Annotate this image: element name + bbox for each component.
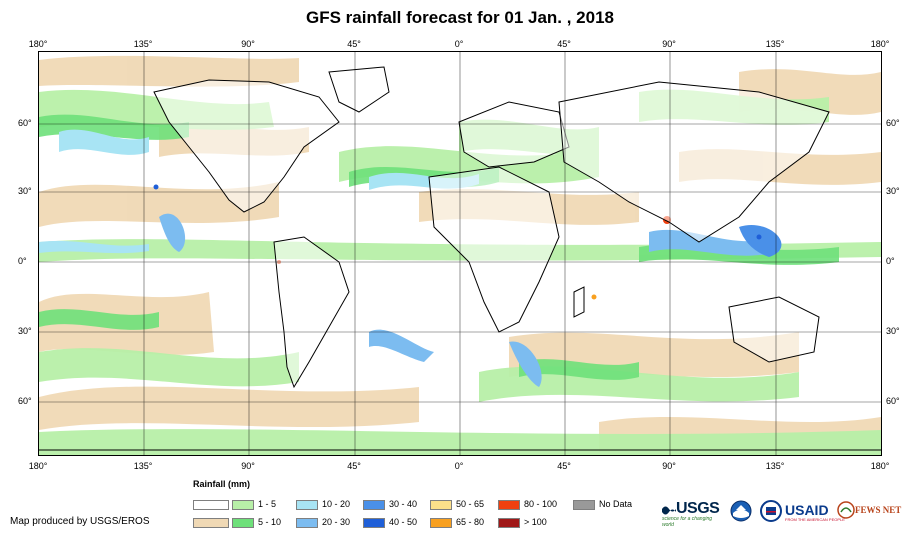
legend-label: 5 - 10	[258, 517, 282, 527]
lat-tick-right-2: 0°	[886, 256, 895, 266]
legend-label: 40 - 50	[389, 517, 418, 527]
lon-tick-top-4: 0°	[454, 39, 464, 49]
legend-label: > 100	[524, 517, 547, 527]
usaid-seal	[760, 500, 782, 527]
lon-tick-top-6: 90°	[662, 39, 676, 49]
lon-tick-top-7: 135°	[765, 39, 785, 49]
legend-item-11: > 100	[498, 517, 547, 528]
legend-swatch	[232, 517, 254, 528]
legend-label: 30 - 40	[389, 499, 418, 509]
lon-tick-top-5: 45°	[557, 39, 571, 49]
map-title: GFS rainfall forecast for 01 Jan. , 2018	[305, 8, 615, 27]
legend-label: No Data	[599, 499, 633, 509]
map-credit: Map produced by USGS/EROS	[10, 516, 150, 527]
lat-tick-left-3: 30°	[18, 326, 32, 336]
legend-swatch	[430, 517, 452, 528]
legend-swatch	[573, 499, 595, 510]
legend-swatch	[363, 517, 385, 528]
legend-swatch	[430, 499, 452, 510]
north-america	[153, 79, 340, 213]
asia	[558, 81, 830, 243]
usgs-tagline: science for a changing world	[662, 516, 713, 528]
legend-label: 10 - 20	[322, 499, 351, 509]
legend-item-2: 1 - 5	[232, 499, 276, 510]
lon-tick-top-2: 90°	[241, 39, 255, 49]
fewsnet-emblem-icon	[837, 501, 855, 519]
lon-tick-bottom-0: 180°	[28, 461, 48, 471]
lat-tick-right-3: 30°	[886, 326, 900, 336]
legend-title: Rainfall (mm)	[193, 479, 251, 489]
legend-swatch	[498, 517, 520, 528]
lat-tick-right-1: 30°	[886, 186, 900, 196]
legend-swatch	[193, 499, 229, 510]
lon-tick-bottom-4: 0°	[454, 461, 464, 471]
legend-swatch	[498, 499, 520, 510]
graticule	[39, 52, 881, 455]
legend-label: 65 - 80	[456, 517, 485, 527]
usgs-logo: USGS science for a changing world	[662, 500, 724, 528]
legend-label: 80 - 100	[524, 499, 558, 509]
legend-swatch	[363, 499, 385, 510]
usaid-seal-icon	[760, 500, 782, 522]
rainfall-map	[38, 51, 882, 456]
lon-tick-top-8: 180°	[870, 39, 890, 49]
greenland	[328, 66, 390, 113]
lat-tick-right-0: 60°	[886, 118, 900, 128]
lat-tick-right-4: 60°	[886, 396, 900, 406]
legend-label: 20 - 30	[322, 517, 351, 527]
legend-swatch	[296, 499, 318, 510]
legend-item-12: No Data	[573, 499, 632, 510]
legend-item-8: 50 - 65	[430, 499, 484, 510]
lon-tick-bottom-5: 45°	[557, 461, 571, 471]
lat-tick-left-1: 30°	[18, 186, 32, 196]
fewsnet-logo-text: FEWS NET	[855, 505, 902, 515]
lon-tick-top-0: 180°	[28, 39, 48, 49]
legend-item-9: 65 - 80	[430, 517, 484, 528]
lat-tick-left-2: 0°	[18, 256, 27, 266]
lon-tick-bottom-8: 180°	[870, 461, 890, 471]
legend-swatch	[296, 517, 318, 528]
legend-label: 50 - 65	[456, 499, 485, 509]
lon-tick-bottom-7: 135°	[765, 461, 785, 471]
legend-item-10: 80 - 100	[498, 499, 557, 510]
legend-swatch	[232, 499, 254, 510]
legend-item-7: 40 - 50	[363, 517, 417, 528]
legend-item-5: 20 - 30	[296, 517, 350, 528]
noaa-logo	[730, 500, 752, 527]
usaid-tagline: FROM THE AMERICAN PEOPLE	[785, 517, 845, 522]
lon-tick-top-1: 135°	[133, 39, 153, 49]
legend-item-4: 10 - 20	[296, 499, 350, 510]
lon-tick-bottom-2: 90°	[241, 461, 255, 471]
lat-tick-left-4: 60°	[18, 396, 32, 406]
lon-tick-top-3: 45°	[347, 39, 361, 49]
noaa-emblem-icon	[730, 500, 752, 522]
europe	[458, 101, 570, 168]
legend-swatch	[193, 517, 229, 528]
lon-tick-bottom-3: 45°	[347, 461, 361, 471]
australia	[728, 296, 820, 363]
usgs-wave-icon	[662, 506, 676, 515]
lon-tick-bottom-1: 135°	[133, 461, 153, 471]
fewsnet-logo: FEWS NET	[837, 500, 901, 520]
africa	[428, 166, 560, 333]
rainfall-map-canvas	[39, 52, 881, 455]
lon-tick-bottom-6: 90°	[662, 461, 676, 471]
madagascar	[573, 286, 585, 318]
legend-item-3: 5 - 10	[232, 517, 281, 528]
usaid-logo-text: USAID	[785, 502, 829, 518]
usaid-logo: USAID FROM THE AMERICAN PEOPLE	[785, 503, 845, 522]
legend-label: 1 - 5	[258, 499, 277, 509]
south-america	[273, 236, 350, 389]
legend-item-6: 30 - 40	[363, 499, 417, 510]
usgs-logo-text: USGS	[676, 500, 720, 517]
lat-tick-left-0: 60°	[18, 118, 32, 128]
continent-outlines	[39, 66, 881, 451]
